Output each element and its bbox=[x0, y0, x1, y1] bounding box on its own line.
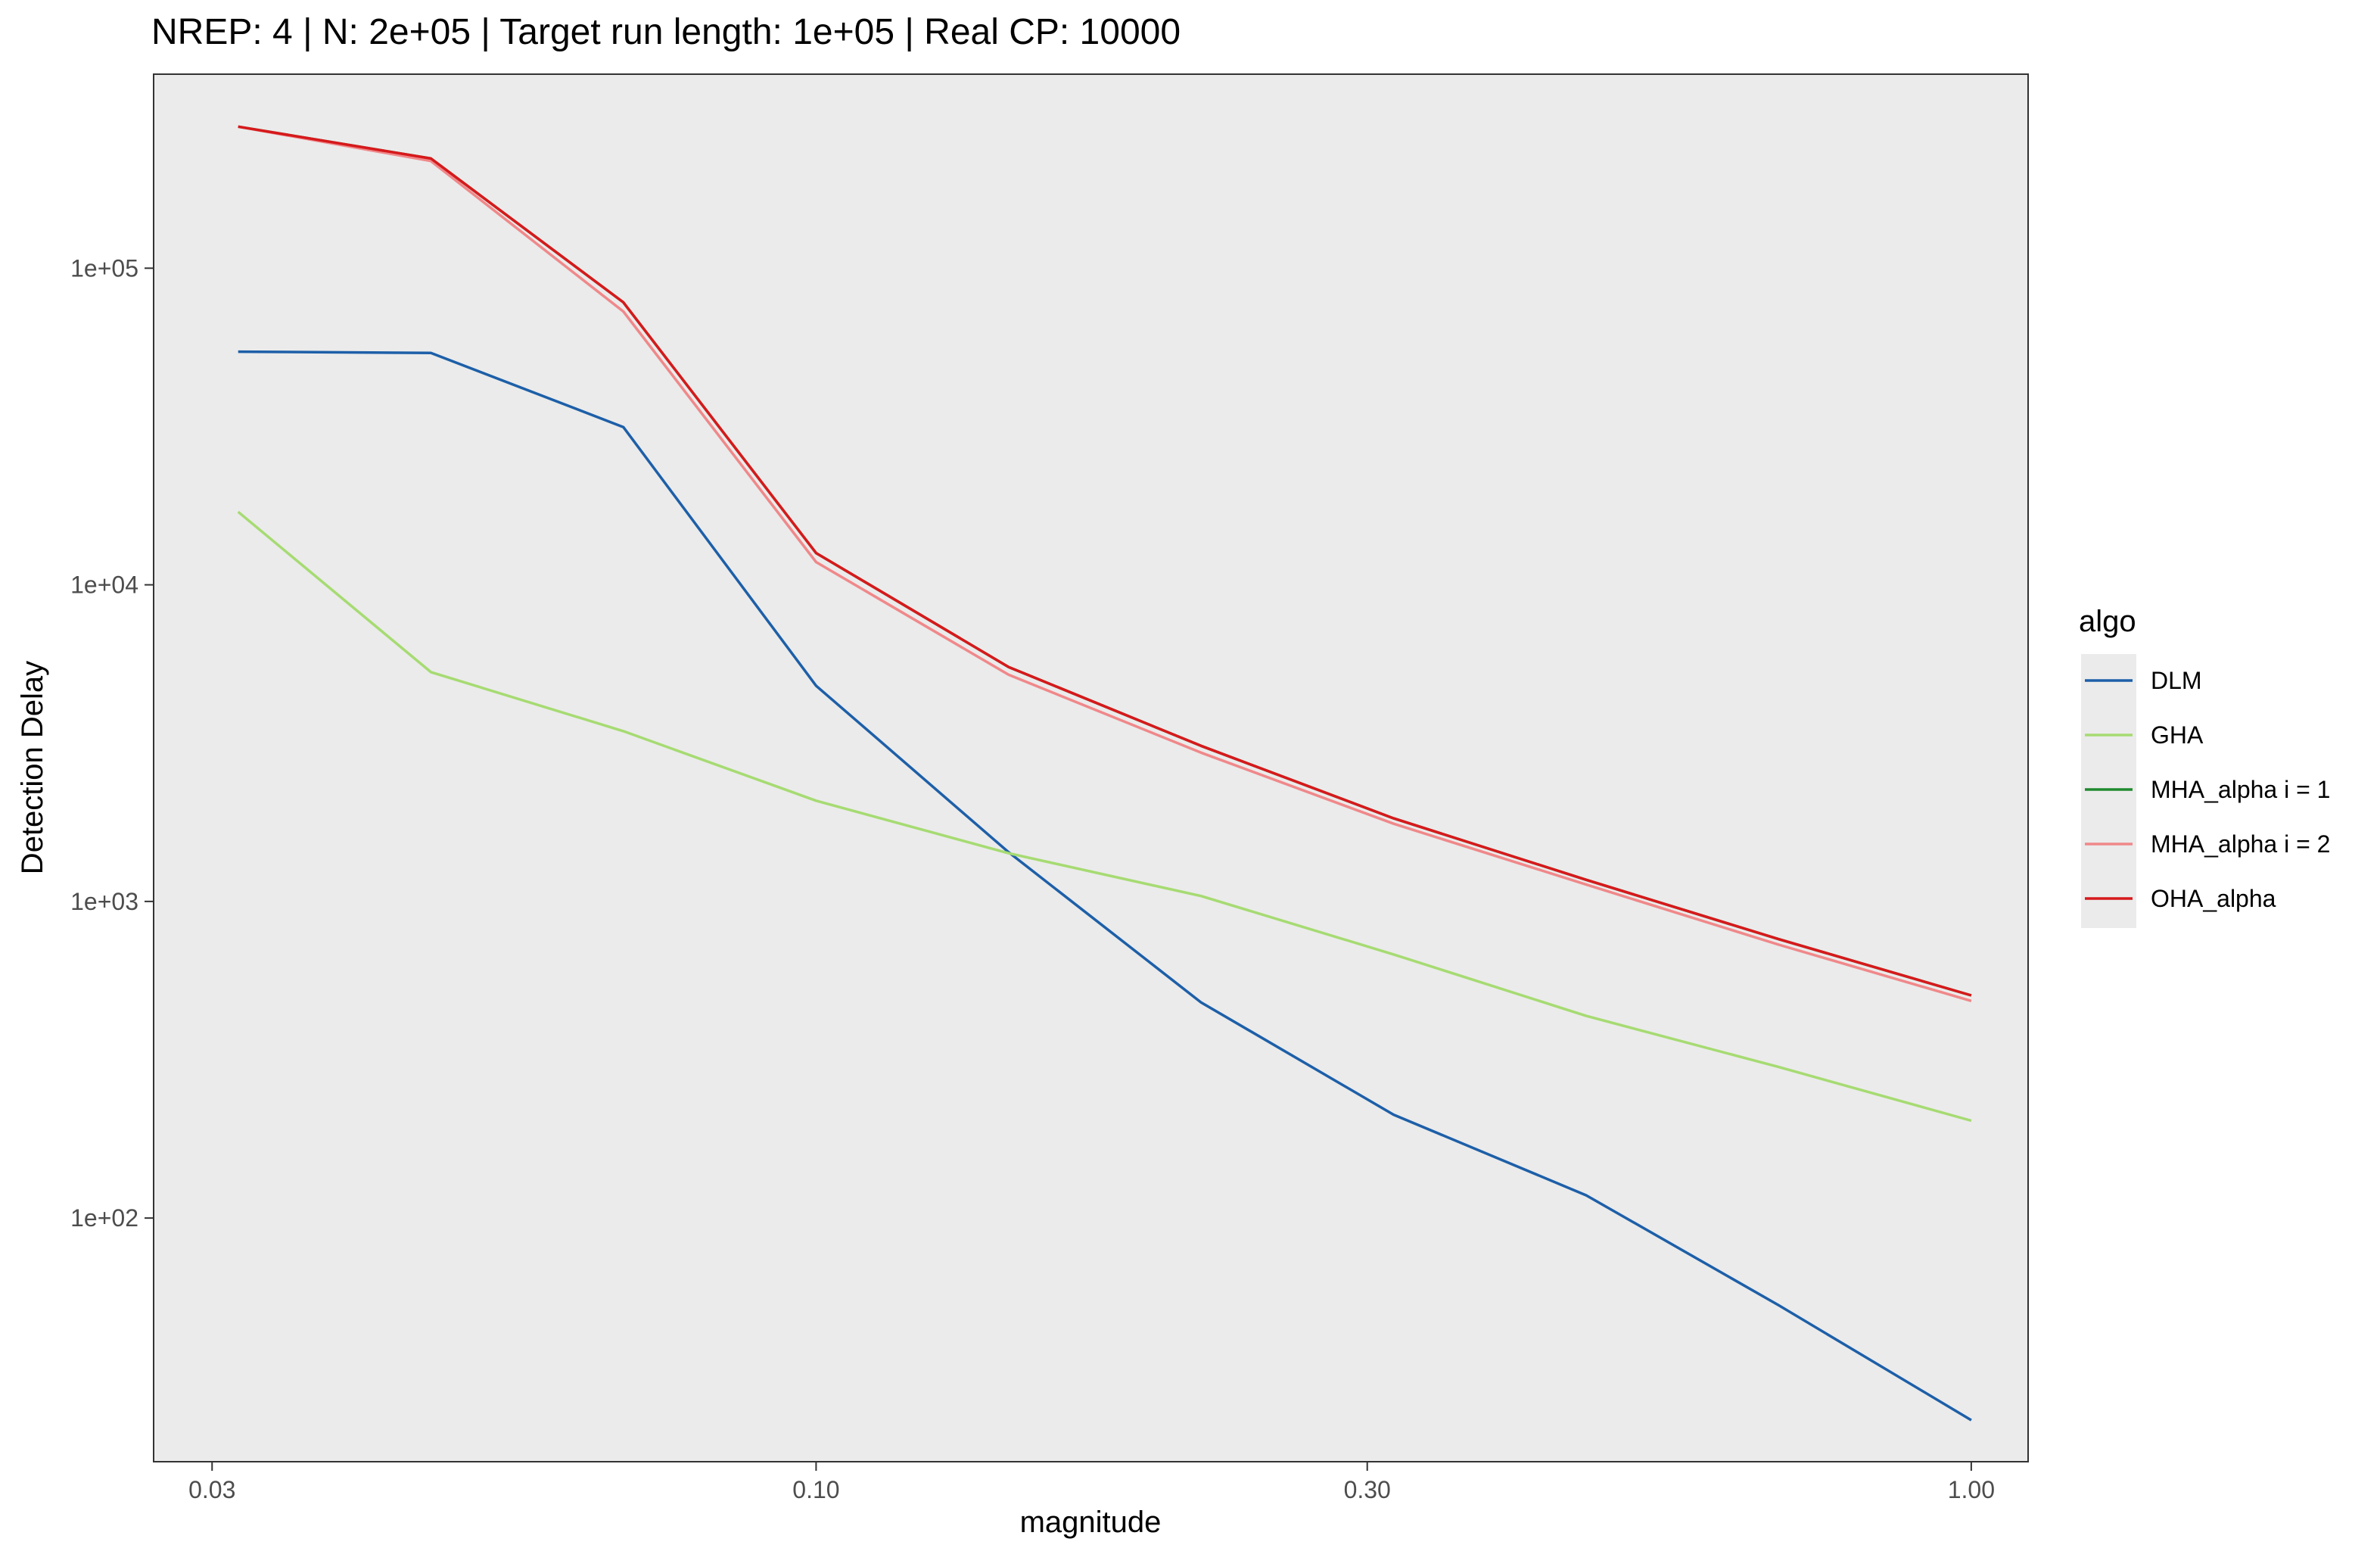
legend-label-gha: GHA bbox=[2151, 721, 2204, 749]
x-tick-label: 0.03 bbox=[188, 1476, 235, 1503]
y-axis-title: Detection Delay bbox=[16, 661, 49, 874]
legend-item-oha-alpha: OHA_alpha bbox=[2085, 885, 2276, 912]
legend-item-dlm: DLM bbox=[2085, 667, 2202, 694]
legend-items: DLM GHA MHA_alpha i = 1 MHA_alpha i = 2 OHA_… bbox=[2085, 667, 2330, 912]
series-line-oha-alpha bbox=[238, 125, 1972, 997]
y-tick-label: 1e+04 bbox=[70, 572, 138, 599]
legend-label-oha-alpha: OHA_alpha bbox=[2151, 885, 2276, 912]
legend-label-mha-alpha-i-1: MHA_alpha i = 1 bbox=[2151, 776, 2330, 803]
plot-border bbox=[153, 73, 2029, 1462]
x-tick-label: 1.00 bbox=[1948, 1476, 1995, 1503]
series-line-gha bbox=[237, 510, 1972, 1123]
x-axis-title: magnitude bbox=[1020, 1506, 1162, 1539]
y-tick-label: 1e+03 bbox=[70, 888, 138, 915]
legend-label-dlm: DLM bbox=[2151, 667, 2202, 694]
y-tick-label: 1e+05 bbox=[70, 254, 138, 282]
y-axis: 1e+02 1e+03 1e+04 1e+05 bbox=[70, 254, 154, 1232]
legend-label-mha-alpha-i-2: MHA_alpha i = 2 bbox=[2151, 830, 2330, 858]
plot-panel bbox=[154, 74, 2028, 1462]
legend: algo DLM GHA MHA_alpha i = 1 MHA_alpha i = … bbox=[2079, 605, 2330, 928]
series-line-mha-alpha-i-2 bbox=[238, 125, 1972, 1002]
x-axis: 0.03 0.10 0.30 1.00 bbox=[188, 1462, 1995, 1503]
chart-title: NREP: 4 | N: 2e+05 | Target run length: … bbox=[151, 12, 1181, 52]
legend-title: algo bbox=[2079, 605, 2136, 638]
legend-item-mha-alpha-i-1: MHA_alpha i = 1 bbox=[2085, 776, 2330, 803]
series-layer bbox=[237, 125, 1972, 1422]
x-tick-label: 0.30 bbox=[1344, 1476, 1391, 1503]
series-line-dlm bbox=[238, 350, 1972, 1422]
legend-item-gha: GHA bbox=[2085, 721, 2204, 749]
y-tick-label: 1e+02 bbox=[70, 1204, 138, 1232]
legend-key-background bbox=[2081, 654, 2136, 928]
legend-item-mha-alpha-i-2: MHA_alpha i = 2 bbox=[2085, 830, 2330, 858]
x-tick-label: 0.10 bbox=[792, 1476, 839, 1503]
